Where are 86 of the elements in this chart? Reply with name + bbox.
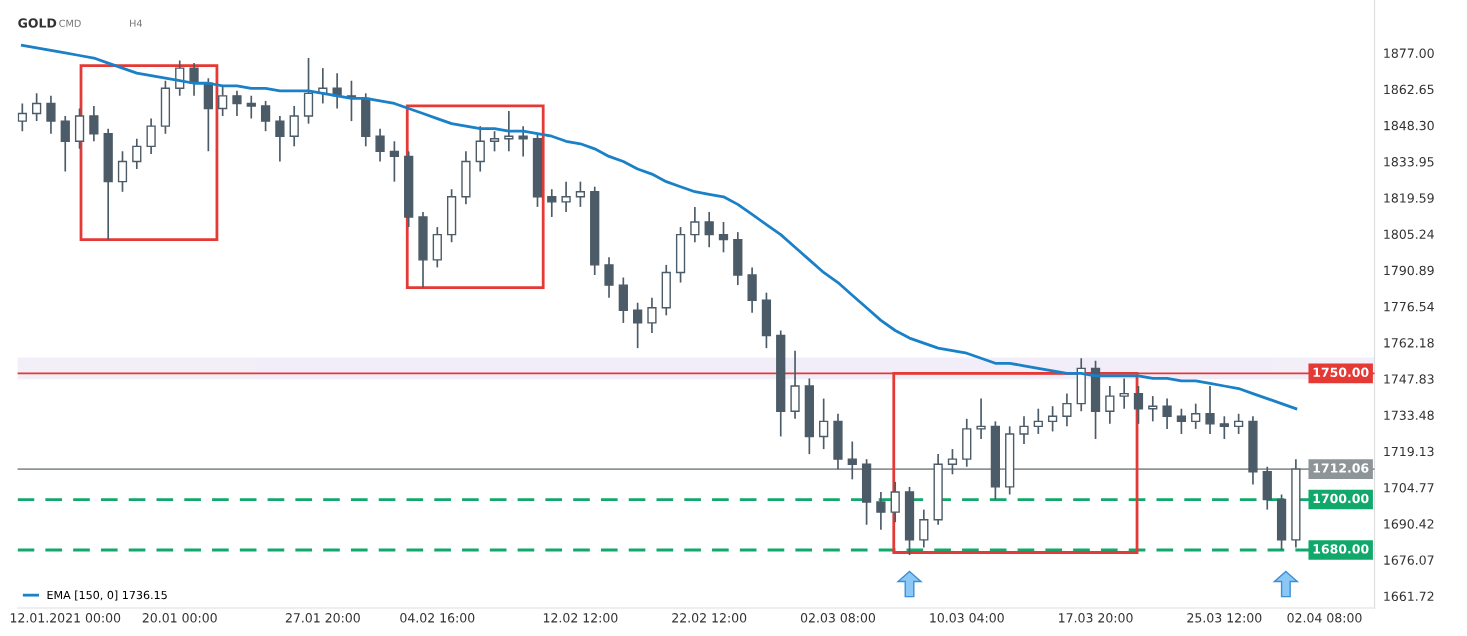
legend-label: EMA [150, 0] 1736.15 [47,590,167,601]
candlestick [718,221,729,254]
y-tick-label: 1790.89 [1384,265,1434,276]
candlestick [232,89,242,117]
candlestick [847,440,857,481]
y-tick-label: 1704.77 [1384,482,1434,493]
candlestick [1047,405,1058,433]
candlestick [1133,385,1144,425]
candlestick [117,150,128,193]
y-tick-label: 1833.95 [1384,157,1434,167]
candlestick [46,95,56,135]
candlestick [947,448,958,476]
candlestick [389,140,400,183]
y-tick-label: 1877.00 [1384,48,1434,58]
candlestick [375,127,385,163]
candlestick [146,117,156,155]
candlestick [690,206,700,244]
y-tick-label: 1676.07 [1384,555,1434,565]
candlestick [704,211,714,249]
candlestick [1234,412,1244,435]
candlestick [289,105,299,148]
candlestick [1033,407,1043,435]
y-tick-label: 1862.65 [1384,84,1434,95]
annotation: H4 [130,19,143,27]
ref-line-label: 1750.00 [1313,367,1369,378]
candlestick [1176,407,1187,435]
candlestick [1219,415,1229,440]
x-tick-label: 12.01.2021 00:00 [10,613,121,623]
ref-line-label: 1712.06 [1313,463,1369,473]
candlestick [89,105,99,143]
candlestick [132,137,142,170]
y-tick-label: 1776.54 [1384,301,1434,312]
candlestick [647,296,657,334]
ref-line-label: 1700.00 [1313,493,1369,504]
candlestick [60,115,70,173]
candlestick [604,256,614,299]
x-tick-label: 20.01 00:00 [142,613,217,623]
candlestick [260,100,271,133]
x-tick-label: 27.01 20:00 [285,613,360,623]
candlestick [976,397,986,440]
candlestick [633,301,643,349]
x-tick-label: 02.03 08:00 [800,613,876,623]
line-series [20,44,1298,411]
candlestick [1205,385,1215,435]
x-tick-label: 02.04 08:00 [1287,613,1362,623]
candlestick [575,180,586,208]
y-tick-label: 1690.42 [1384,519,1434,529]
candlestick [275,115,285,163]
x-tick-label: 10.03 04:00 [930,613,1004,623]
candlestick [475,125,485,173]
candlestick [1148,395,1158,423]
candlestick [1119,377,1129,410]
candlestick [1105,385,1115,425]
candlestick [1191,402,1201,430]
y-tick-label: 1747.83 [1384,374,1434,384]
y-tick-label: 1819.59 [1384,193,1434,203]
x-tick-label: 22.02 12:00 [672,613,747,623]
ref-line-label: 1680.00 [1313,544,1369,554]
x-tick-label: 25.03 12:00 [1187,613,1262,623]
candlestick [547,188,557,218]
y-tick-label: 1719.13 [1384,446,1434,457]
candlestick [218,84,228,117]
candlestick [303,57,314,125]
candlestick [32,92,42,122]
y-tick-label: 1848.30 [1384,120,1434,131]
candlestick [890,481,900,524]
candlestick [1019,415,1029,445]
candlestick [1062,392,1072,428]
candlestick [489,130,500,153]
x-tick-label: 17.03 20:00 [1059,613,1133,623]
candlestick [819,397,829,450]
annotation: CMD [59,19,81,27]
y-tick-label: 1733.48 [1384,410,1434,420]
y-tick-label: 1805.24 [1384,229,1434,239]
x-tick-label: 04.02 16:00 [400,613,475,623]
candlestick [17,102,27,133]
candlestick [189,62,199,97]
candlestick [919,508,929,549]
y-tick-label: 1661.72 [1384,591,1434,602]
candlestick [876,491,886,531]
x-tick-label: 12.02 12:00 [543,613,618,623]
text: GOLD [18,18,57,28]
y-tick-label: 1762.18 [1384,338,1434,348]
candlestick [246,95,256,120]
candlestick [1162,397,1172,430]
candlestick [561,180,571,213]
